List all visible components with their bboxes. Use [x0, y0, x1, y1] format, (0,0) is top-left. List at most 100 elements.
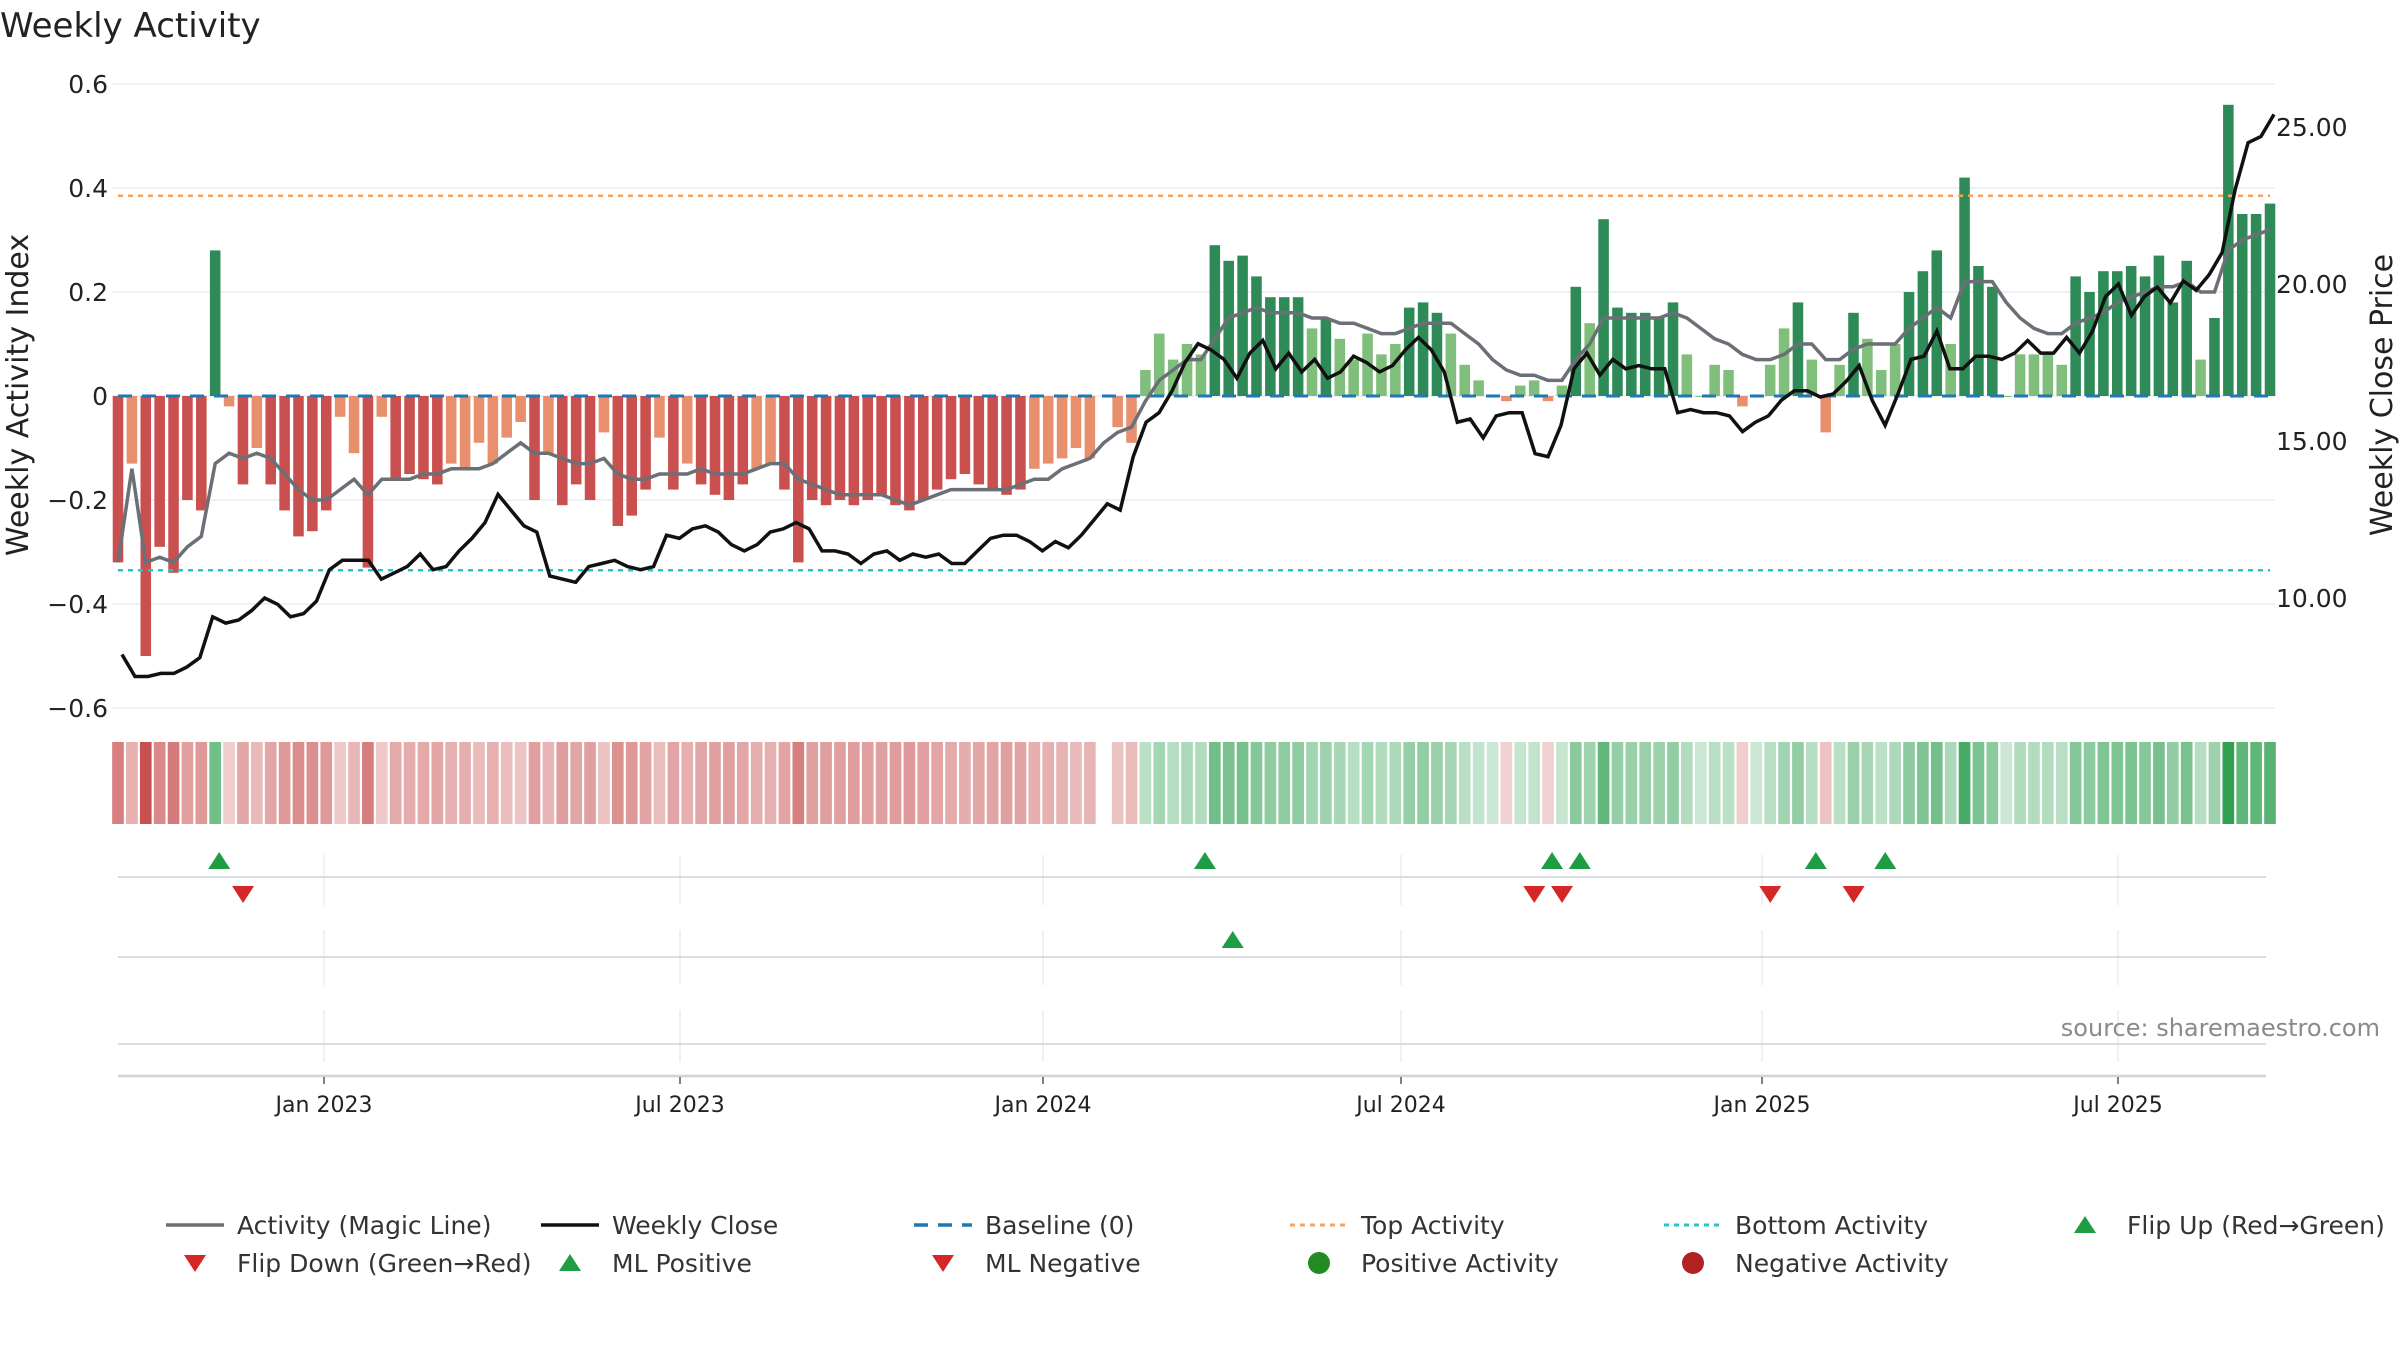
activity-bar	[1112, 396, 1123, 428]
activity-bar	[1001, 396, 1012, 495]
heat-cell	[750, 742, 763, 824]
flip-down-marker	[1551, 886, 1574, 903]
activity-bar	[1237, 255, 1248, 396]
heat-cell	[1472, 742, 1485, 824]
heat-cell	[1125, 742, 1138, 824]
heat-cell	[1736, 742, 1749, 824]
legend-label: Negative Activity	[1735, 1249, 1949, 1278]
activity-bar	[1154, 333, 1165, 396]
heat-cell	[681, 742, 694, 824]
activity-bar	[626, 396, 637, 516]
heat-cell	[153, 742, 166, 824]
heat-cell	[306, 742, 319, 824]
activity-bar	[834, 396, 846, 500]
activity-bar	[1167, 359, 1179, 396]
activity-bar	[418, 396, 429, 480]
heat-cell	[514, 742, 527, 824]
source-note: source: sharemaestro.com	[2060, 1014, 2380, 1042]
heat-cell	[806, 742, 819, 824]
heat-cell	[1889, 742, 1901, 824]
heat-cell	[126, 742, 138, 824]
heat-cell	[1597, 742, 1610, 824]
heat-cell	[1861, 742, 1874, 824]
activity-bar	[445, 396, 457, 464]
heat-cell	[653, 742, 666, 824]
legend-swatch	[184, 1255, 206, 1272]
heat-cell	[2055, 742, 2068, 824]
activity-bar	[2042, 354, 2054, 396]
activity-bar	[1987, 286, 1998, 396]
x-tick-label: Jan 2025	[1712, 1093, 1811, 1118]
activity-bar	[1292, 297, 1304, 396]
activity-bar	[1612, 307, 1623, 396]
activity-bar	[890, 396, 901, 506]
heat-cell	[459, 742, 471, 824]
heat-cell	[1306, 742, 1318, 824]
activity-bar	[432, 396, 443, 485]
y2-tick-label: 10.00	[2276, 584, 2348, 613]
activity-bar	[1653, 318, 1665, 396]
y2-axis-label: Weekly Close Price	[2365, 254, 2400, 536]
activity-bar	[806, 396, 818, 500]
flip-down-marker	[1842, 886, 1865, 903]
legend-item: Flip Down (Green→Red)	[184, 1249, 532, 1278]
legend-label: Flip Up (Red→Green)	[2127, 1211, 2385, 1240]
legend-label: ML Positive	[612, 1249, 752, 1278]
heat-cell	[1278, 742, 1291, 824]
heat-cell	[667, 742, 680, 824]
heat-cell	[278, 742, 291, 824]
heat-cell	[348, 742, 360, 824]
activity-bar	[112, 396, 124, 563]
heat-cell	[1042, 742, 1055, 824]
activity-bar	[1959, 177, 1970, 396]
heat-cell	[417, 742, 430, 824]
flip-up-marker	[1193, 852, 1216, 869]
activity-bar	[1917, 271, 1929, 396]
heat-cell	[1181, 742, 1193, 824]
activity-bar	[598, 396, 610, 433]
activity-bar	[1820, 396, 1831, 433]
heat-cell	[1764, 742, 1777, 824]
activity-bar	[515, 396, 526, 422]
activity-bar	[1403, 307, 1415, 396]
heat-cell	[2208, 742, 2221, 824]
activity-heat-strip	[112, 742, 2276, 824]
legend-label: ML Negative	[985, 1249, 1141, 1278]
heat-cell	[1583, 742, 1596, 824]
chart-title: Weekly Activity	[0, 6, 261, 46]
heat-cell	[403, 742, 416, 824]
heat-cell	[195, 742, 208, 824]
legend-swatch	[1308, 1252, 1330, 1274]
activity-bar	[668, 396, 679, 490]
heat-cell	[848, 742, 860, 824]
heat-cell	[1556, 742, 1568, 824]
activity-bar	[404, 396, 415, 474]
heat-cell	[1403, 742, 1416, 824]
legend-swatch	[932, 1255, 954, 1272]
heat-cell	[1750, 742, 1763, 824]
activity-bar	[931, 396, 943, 490]
activity-bar	[2250, 214, 2262, 396]
heat-cell	[1528, 742, 1540, 824]
heat-cell	[1431, 742, 1443, 824]
heat-cell	[1958, 742, 1971, 824]
activity-bar	[529, 396, 540, 500]
legend-swatch	[559, 1254, 581, 1271]
activity-bar	[2056, 364, 2068, 396]
activity-bar	[293, 396, 304, 537]
heat-cell	[917, 742, 930, 824]
activity-bar	[1181, 344, 1193, 396]
activity-bar	[1709, 364, 1720, 396]
heat-cell	[570, 742, 582, 824]
heat-cell	[362, 742, 374, 824]
activity-bar	[1862, 338, 1873, 396]
activity-bar	[1278, 297, 1290, 396]
heat-cell	[251, 742, 263, 824]
legend-swatch	[2074, 1216, 2096, 1233]
heat-cell	[2166, 742, 2179, 824]
activity-bar	[1639, 312, 1651, 396]
y-tick-label: −0.4	[47, 590, 108, 619]
flip-up-marker	[1541, 852, 1564, 869]
legend-item: Bottom Activity	[1664, 1211, 1928, 1240]
heat-cell	[1153, 742, 1166, 824]
